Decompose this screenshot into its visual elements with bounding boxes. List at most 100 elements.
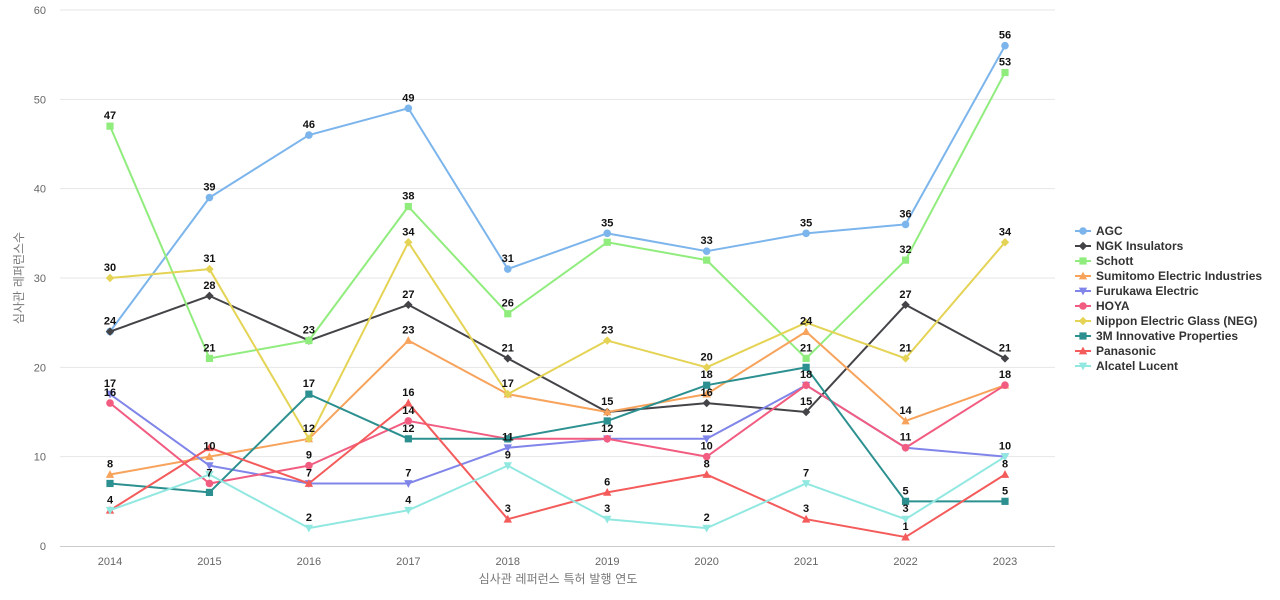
data-point[interactable] xyxy=(404,480,413,488)
data-point[interactable] xyxy=(801,327,811,335)
data-point[interactable] xyxy=(205,443,214,452)
data-point[interactable] xyxy=(603,515,612,524)
legend-item[interactable]: Nippon Electric Glass (NEG) xyxy=(1075,314,1257,328)
data-point[interactable] xyxy=(802,354,810,362)
data-point[interactable] xyxy=(1000,453,1010,462)
legend-marker[interactable] xyxy=(1079,227,1087,235)
data-point[interactable] xyxy=(603,435,612,443)
legend-marker[interactable] xyxy=(1079,302,1087,310)
legend-item[interactable]: Furukawa Electric xyxy=(1075,284,1199,298)
data-point[interactable] xyxy=(702,398,711,408)
data-point[interactable] xyxy=(1001,41,1009,50)
data-point[interactable] xyxy=(305,390,313,398)
data-point[interactable] xyxy=(205,471,214,479)
data-point[interactable] xyxy=(305,336,313,345)
data-point[interactable] xyxy=(205,193,214,202)
data-point[interactable] xyxy=(503,354,512,363)
data-point[interactable] xyxy=(703,256,711,264)
data-point[interactable] xyxy=(901,532,910,541)
data-point[interactable] xyxy=(205,354,214,362)
legend-marker[interactable] xyxy=(1078,287,1088,296)
data-point[interactable] xyxy=(901,220,910,229)
data-point[interactable] xyxy=(1001,497,1009,505)
data-point[interactable] xyxy=(305,131,313,139)
data-point[interactable] xyxy=(603,229,612,238)
data-point[interactable] xyxy=(404,300,413,309)
data-point[interactable] xyxy=(404,336,413,344)
data-point[interactable] xyxy=(304,524,314,533)
data-point[interactable] xyxy=(503,389,512,399)
data-point[interactable] xyxy=(504,435,512,443)
data-point[interactable] xyxy=(801,318,811,327)
legend-marker[interactable] xyxy=(1078,316,1088,326)
data-point[interactable] xyxy=(901,354,910,363)
legend-item[interactable]: NGK Insulators xyxy=(1075,239,1184,253)
data-point[interactable] xyxy=(702,363,711,372)
data-point[interactable] xyxy=(603,407,612,416)
data-point[interactable] xyxy=(702,435,711,444)
data-point[interactable] xyxy=(603,336,612,345)
legend-marker[interactable] xyxy=(1079,257,1087,265)
data-point[interactable] xyxy=(404,506,413,515)
data-point[interactable] xyxy=(106,479,114,488)
data-point[interactable] xyxy=(404,104,413,113)
legend-item[interactable]: Sumitomo Electric Industries xyxy=(1075,269,1262,283)
data-point[interactable] xyxy=(205,264,214,274)
data-point[interactable] xyxy=(702,389,711,398)
data-point[interactable] xyxy=(105,273,115,283)
data-point[interactable] xyxy=(901,300,910,309)
data-point[interactable] xyxy=(1000,470,1010,478)
data-point[interactable] xyxy=(802,381,810,390)
legend-marker[interactable] xyxy=(1078,241,1088,251)
data-point[interactable] xyxy=(702,247,711,255)
data-point[interactable] xyxy=(503,265,512,273)
data-point[interactable] xyxy=(1001,68,1009,77)
data-point[interactable] xyxy=(802,363,810,371)
data-point[interactable] xyxy=(901,416,910,425)
data-point[interactable] xyxy=(106,122,114,130)
data-point[interactable] xyxy=(105,506,115,515)
legend-marker[interactable] xyxy=(1079,332,1087,340)
data-point[interactable] xyxy=(105,470,115,478)
data-point[interactable] xyxy=(702,470,711,478)
data-point[interactable] xyxy=(105,390,115,399)
data-point[interactable] xyxy=(901,443,910,452)
data-point[interactable] xyxy=(106,399,114,407)
legend-marker[interactable] xyxy=(1078,362,1088,371)
data-point[interactable] xyxy=(305,461,313,470)
data-point[interactable] xyxy=(205,291,214,301)
legend-item[interactable]: 3M Innovative Properties xyxy=(1075,329,1238,343)
legend-item[interactable]: Panasonic xyxy=(1075,344,1156,358)
data-point[interactable] xyxy=(1000,354,1010,363)
data-point[interactable] xyxy=(901,497,910,505)
data-point[interactable] xyxy=(801,514,811,523)
data-point[interactable] xyxy=(205,488,214,496)
data-point[interactable] xyxy=(1001,381,1009,390)
data-point[interactable] xyxy=(603,417,611,425)
legend-item[interactable]: Schott xyxy=(1075,254,1133,268)
data-point[interactable] xyxy=(404,435,412,443)
data-point[interactable] xyxy=(304,434,314,443)
data-point[interactable] xyxy=(304,479,314,487)
data-point[interactable] xyxy=(504,310,512,318)
data-point[interactable] xyxy=(901,256,910,264)
data-point[interactable] xyxy=(404,202,412,211)
data-point[interactable] xyxy=(503,514,512,523)
data-point[interactable] xyxy=(901,515,910,524)
data-point[interactable] xyxy=(603,238,611,246)
data-point[interactable] xyxy=(801,407,811,417)
data-point[interactable] xyxy=(802,229,810,238)
data-point[interactable] xyxy=(105,327,115,336)
data-point[interactable] xyxy=(801,480,811,488)
legend-item[interactable]: HOYA xyxy=(1075,299,1130,313)
data-point[interactable] xyxy=(703,381,711,389)
data-point[interactable] xyxy=(702,452,711,461)
legend-item[interactable]: AGC xyxy=(1075,224,1123,238)
legend-marker[interactable] xyxy=(1078,271,1088,280)
data-point[interactable] xyxy=(205,452,214,461)
data-point[interactable] xyxy=(404,398,413,407)
legend-item[interactable]: Alcatel Lucent xyxy=(1075,359,1178,373)
data-point[interactable] xyxy=(1000,238,1010,247)
data-point[interactable] xyxy=(404,238,413,247)
data-point[interactable] xyxy=(503,462,512,470)
